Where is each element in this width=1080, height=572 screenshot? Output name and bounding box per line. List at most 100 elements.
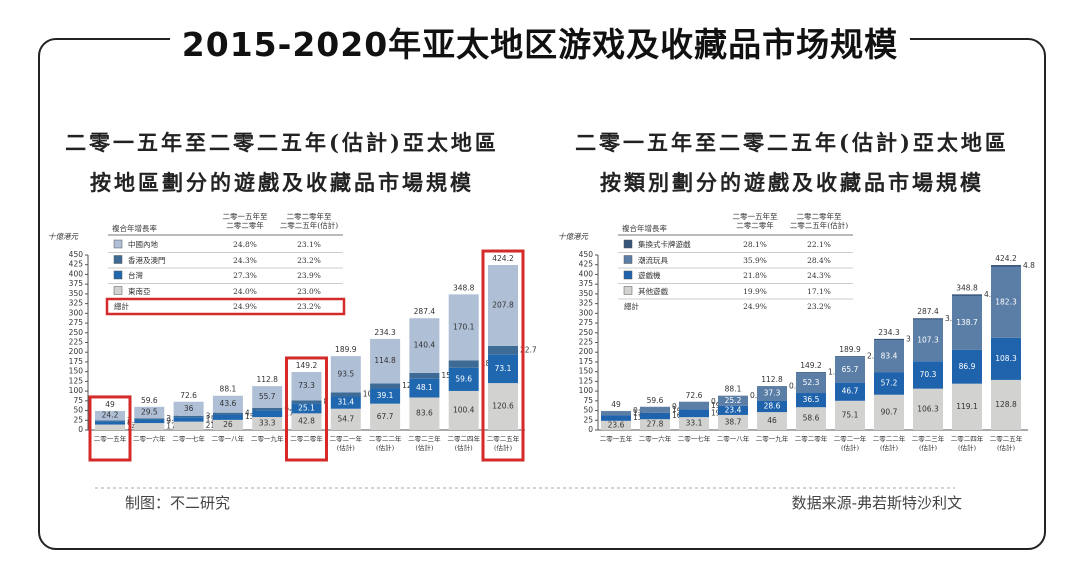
bar-segment [991,379,1021,430]
cagr-value: 23.1% [297,240,321,249]
bar-segment [134,406,165,419]
bar-segment [952,383,982,430]
total-label: 72.6 [686,391,703,400]
cagr-value: 21.8% [743,271,767,280]
bar-segment [991,265,1021,267]
y-tick-label: 25 [583,415,593,424]
bar-segment [291,413,322,430]
data-label: 70.3 [920,370,937,379]
bar-segment [488,354,518,384]
bar-segment [640,419,670,430]
data-label: 58.6 [803,414,820,423]
bar-segment [252,386,283,408]
data-label: 106.3 [917,404,939,413]
bar-segment [718,396,748,406]
data-label: 3.9 [206,412,218,421]
y-tick-label: 350 [579,289,594,298]
x-tick-label: 二零一八年 [211,435,245,443]
y-tick-label: 150 [69,367,84,376]
total-cagr: 24.9% [233,302,257,311]
data-label: 65.7 [842,365,859,374]
bar-segment [488,345,518,355]
bar-segment [252,417,283,430]
data-label: 138.7 [956,318,978,327]
data-label: 86.9 [959,362,976,371]
total-label: 149.2 [800,361,822,370]
cagr-value: 23.0% [297,286,321,296]
y-tick-label: 425 [69,260,84,269]
total-label: 112.8 [761,375,783,384]
bar-segment [640,407,670,413]
data-label: 57.2 [881,379,898,388]
bar-segment [252,407,283,411]
x-tick-label: 二零二三年 (估計) [911,435,945,452]
table-column: 二零一五年至 二零二零年 [732,212,778,230]
data-label: 24.2 [102,411,119,420]
x-tick-label: 二零一六年 [133,435,166,443]
y-tick-label: 450 [69,250,84,259]
bar-segment [291,403,322,414]
bar-segment [835,400,865,430]
y-tick-label: 100 [579,386,594,395]
bar-segment [173,415,204,418]
data-label: 33.3 [259,419,276,428]
highlight-box [88,395,132,462]
data-label: 37.3 [764,389,781,398]
data-label: 2.4 [867,352,879,361]
bar-segment [952,349,982,384]
data-label: 14 [127,422,137,431]
bar-segment [370,403,401,430]
legend-swatch [113,255,123,264]
bar-segment [173,421,204,430]
x-tick-label: 二零二一年 (估計) [329,435,363,452]
bar-segment [679,402,709,410]
data-label: 36 [184,404,194,413]
legend-label: 香港及澳門 [128,255,166,265]
data-label: 38.7 [725,417,742,426]
bar-segment [291,371,322,401]
bar-segment [448,360,479,368]
legend-label: 中國內地 [128,240,158,249]
data-label: 48.1 [416,383,433,392]
data-label: 42.8 [298,417,315,426]
data-label: 3.2 [166,414,178,423]
data-label: 2.7 [127,416,139,425]
y-tick-label: 400 [579,269,594,278]
bar-segment [134,419,165,424]
bar-segment [330,408,361,430]
bar-segment [874,372,904,395]
bar-segment [252,410,283,418]
bar-segment [448,294,479,361]
total-label: 287.4 [414,307,436,316]
data-label: 182.3 [995,297,1017,306]
bar-segment [409,397,440,430]
x-tick-label: 二零一八年 [716,435,750,443]
x-tick-label: 二零二二年 (估計) [872,435,906,452]
y-tick-label: 0 [78,425,83,434]
bar-segment [212,419,243,430]
data-label: 8.1 [127,418,139,427]
data-label: 93.5 [337,369,354,378]
y-tick-label: 225 [579,338,594,347]
bar-segment [679,409,709,418]
data-label: 1.8 [828,367,840,376]
total-label: 348.8 [956,283,978,292]
data-label: 27.8 [647,420,664,429]
y-tick-label: 175 [69,357,84,366]
y-tick-label: 325 [579,299,594,308]
chart-title: 二零一五年至二零二五年(估計)亞太地區 按類別劃分的遊戲及收藏品市場規模 [575,130,1009,195]
total-label: 424.2 [492,254,514,263]
page-title: 2015-2020年亚太地区游戏及收藏品市场规模 [169,25,911,64]
bar-segment [409,318,440,373]
bar-segment [212,414,243,420]
cagr-value: 28.1% [743,240,767,249]
cagr-value: 23.2% [297,255,321,265]
y-tick-label: 375 [69,279,84,288]
bar-segment [757,400,787,413]
data-label: 59.6 [455,374,472,383]
data-label: 3 [906,334,911,343]
bar-segment [173,401,204,416]
bar-segment [640,412,670,420]
data-label: 33.1 [686,419,703,428]
bar-segment [134,418,165,420]
